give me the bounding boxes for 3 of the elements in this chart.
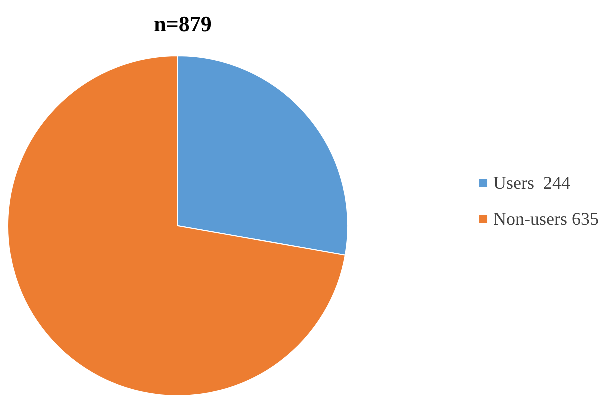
chart-title: n=879 — [154, 12, 212, 36]
legend-label: Users 244 — [494, 173, 571, 193]
legend-label: Non-users 635 — [494, 209, 600, 229]
